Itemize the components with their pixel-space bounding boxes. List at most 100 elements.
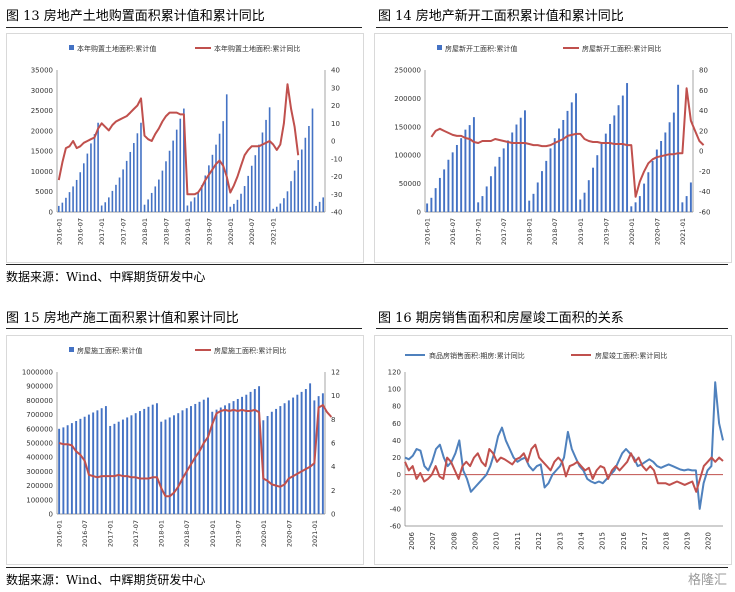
chart-14: 房屋新开工面积:累计值 房屋新开工面积:累计同比 0 50000 100000 15000…: [374, 33, 732, 263]
y-tick-label: 40: [392, 437, 401, 445]
x-tick-label: 2018-07: [183, 520, 191, 547]
y-tick-label: 80: [392, 403, 401, 411]
bar: [477, 202, 480, 212]
x-tick-label: 2017: [641, 532, 649, 550]
bar: [677, 84, 680, 212]
bar: [161, 170, 164, 212]
title-rule-13: [6, 27, 362, 28]
line-series: [58, 404, 333, 498]
bar: [472, 117, 475, 212]
bar: [638, 196, 641, 212]
legend-bar-swatch: [69, 45, 74, 50]
bar: [147, 199, 149, 212]
y-left-tick-label: 15000: [31, 148, 53, 156]
bar: [211, 411, 214, 514]
bar: [268, 107, 271, 212]
bar: [147, 406, 150, 514]
bar: [87, 414, 90, 514]
bar: [109, 425, 112, 514]
bar: [672, 112, 675, 212]
bar: [186, 205, 189, 212]
bar: [200, 185, 203, 212]
bar: [111, 190, 114, 212]
bar: [66, 425, 69, 514]
bar: [300, 149, 303, 212]
y-left-tick-label: 400000: [26, 454, 53, 462]
bar: [626, 83, 629, 212]
y-tick-label: 120: [388, 369, 401, 377]
bar: [596, 155, 599, 212]
bar: [72, 186, 74, 212]
bar: [68, 192, 71, 212]
title-rule-14: [376, 27, 728, 28]
bar: [232, 401, 235, 514]
x-tick-label: 2017-01: [107, 520, 115, 547]
bar: [160, 421, 163, 514]
y-tick-label: 60: [392, 420, 401, 428]
x-tick-label: 2016-01: [424, 218, 432, 245]
legend-bar-label: 房屋施工面积:累计值: [77, 346, 142, 355]
bar: [143, 204, 146, 212]
x-tick-label: 2018-01: [158, 520, 166, 547]
x-tick-label: 2021-01: [679, 218, 687, 245]
x-tick-label: 2016: [620, 531, 628, 549]
legend-red-label: 房屋竣工面积:累计同比: [595, 351, 667, 360]
bar: [566, 110, 569, 212]
title-rule-15: [6, 328, 362, 329]
y-left-tick-label: 0: [417, 209, 421, 217]
bar: [140, 122, 142, 212]
bar: [617, 105, 620, 212]
bar: [236, 199, 239, 212]
x-tick-label: 2018-01: [141, 218, 149, 245]
x-tick-label: 2019-07: [602, 218, 610, 245]
bar: [173, 415, 175, 514]
legend-blue-label: 商品房销售面积:期房:累计同比: [429, 351, 525, 360]
y-right-tick-label: 80: [699, 67, 708, 75]
bar: [506, 140, 509, 212]
y-left-tick-label: 300000: [26, 468, 53, 476]
x-tick-label: 2020-01: [227, 218, 235, 245]
bar: [275, 408, 278, 514]
chart-16-svg: 商品房销售面积:期房:累计同比 房屋竣工面积:累计同比 -60 -40 -20 0 20 40…: [388, 351, 724, 550]
bar: [292, 397, 295, 514]
bar: [489, 176, 492, 212]
bar: [115, 184, 117, 212]
y-left-tick-label: 250000: [394, 67, 421, 75]
bar: [455, 144, 458, 212]
chart-13-svg: 本年购置土地面积:累计值 本年购置土地面积:累计同比 0 5000 10000 15000…: [31, 44, 343, 245]
bar: [218, 133, 221, 212]
bar: [464, 129, 467, 212]
y-right-tick-label: 2: [331, 487, 335, 495]
bar: [311, 108, 314, 212]
bar: [290, 181, 292, 212]
bar: [168, 417, 171, 514]
bar: [185, 408, 188, 514]
bar: [583, 192, 586, 212]
bar: [558, 128, 560, 212]
bar: [151, 404, 154, 514]
bar: [253, 389, 256, 514]
x-tick-label: 2006: [408, 531, 416, 549]
y-left-tick-label: 200000: [26, 482, 53, 490]
legend-bar-swatch: [69, 347, 74, 352]
bar: [156, 403, 158, 514]
y-left-tick-label: 10000: [31, 168, 53, 176]
y-left-tick-label: 500000: [26, 440, 53, 448]
source-rule-bottom: [6, 567, 728, 568]
y-left-tick-label: 35000: [31, 67, 53, 75]
bar: [82, 163, 85, 212]
y-right-tick-label: 60: [699, 87, 708, 95]
bar: [300, 391, 303, 514]
x-tick-label: 2015: [599, 532, 607, 550]
bar: [179, 118, 182, 212]
bar: [536, 182, 539, 212]
x-tick-label: 2019-01: [209, 520, 217, 547]
bar: [133, 143, 135, 212]
bar: [668, 122, 671, 212]
bar: [304, 389, 307, 514]
data-source-top: 数据来源：Wind、中辉期货研发中心: [6, 270, 206, 284]
x-tick-label: 2011: [514, 532, 522, 550]
bar: [65, 197, 67, 212]
bar: [198, 401, 201, 514]
bar: [215, 409, 218, 514]
